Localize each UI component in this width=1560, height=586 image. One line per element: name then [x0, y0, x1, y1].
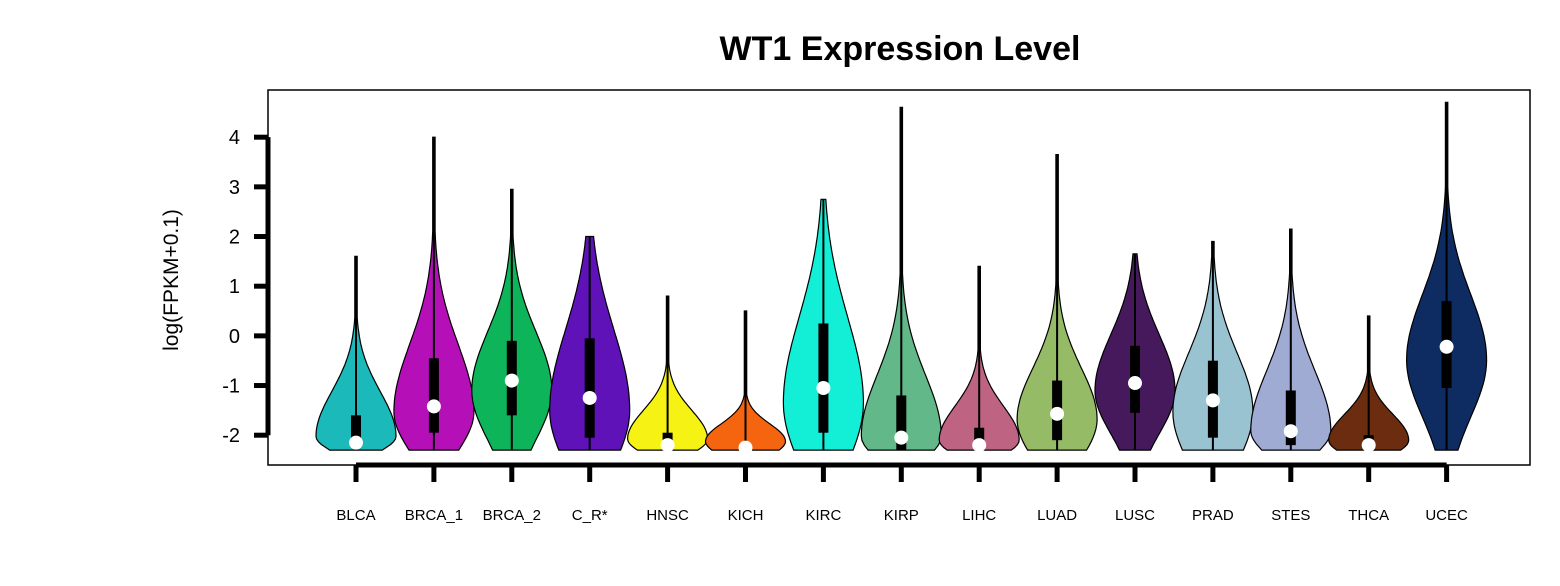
median-point [582, 390, 597, 405]
iqr-box [818, 323, 829, 433]
median-point [1050, 406, 1065, 421]
x-tick-label: BLCA [336, 507, 375, 524]
iqr-box [1285, 390, 1296, 446]
violin-group [315, 101, 1488, 455]
median-point [1205, 393, 1220, 408]
y-tick-label: 3 [229, 177, 240, 199]
x-tick-label: LIHC [962, 507, 996, 524]
chart-title: WT1 Expression Level [720, 30, 1081, 68]
median-point [972, 438, 987, 453]
median-point [1128, 376, 1142, 391]
iqr-box [584, 338, 595, 438]
median-point [894, 430, 909, 445]
x-tick-label: BRCA_2 [483, 507, 541, 524]
x-tick-label: THCA [1348, 507, 1389, 524]
x-tick-label: KICH [728, 507, 764, 524]
y-tick-label: 4 [229, 127, 240, 149]
median-point [660, 438, 675, 453]
iqr-box [896, 395, 907, 451]
median-point [816, 381, 831, 396]
x-tick-label: UCEC [1425, 507, 1468, 524]
median-point [1283, 424, 1298, 439]
median-point [738, 440, 753, 455]
x-tick-label: BRCA_1 [405, 507, 463, 524]
y-axis-label: log(FPKM+0.1) [160, 209, 183, 351]
median-point [426, 399, 441, 414]
iqr-box [351, 415, 361, 446]
x-axis: BLCA BRCA_1 BRCA_2 C_R* HNSC KICH KIRC KIRP LIHC… [336, 462, 1468, 524]
y-axis: -2 -1 0 1 2 3 4 [222, 127, 271, 447]
x-tick-label: KIRP [884, 507, 919, 524]
y-tick-label: 0 [229, 326, 240, 348]
x-tick-label: LUSC [1115, 507, 1155, 524]
x-tick-label: C_R* [572, 507, 608, 524]
x-tick-label: KIRC [805, 507, 841, 524]
x-tick-label: PRAD [1192, 507, 1234, 524]
x-tick-label: HNSC [646, 507, 689, 524]
x-tick-label: STES [1271, 507, 1310, 524]
y-tick-label: -1 [222, 376, 240, 398]
median-point [1439, 339, 1454, 354]
x-tick-label: LUAD [1037, 507, 1077, 524]
median-point [1361, 438, 1376, 453]
median-point [504, 373, 519, 388]
iqr-box [428, 358, 439, 433]
y-tick-label: 1 [229, 276, 240, 298]
median-point [349, 435, 363, 450]
y-tick-label: 2 [229, 227, 240, 249]
y-tick-label: -2 [222, 425, 240, 447]
